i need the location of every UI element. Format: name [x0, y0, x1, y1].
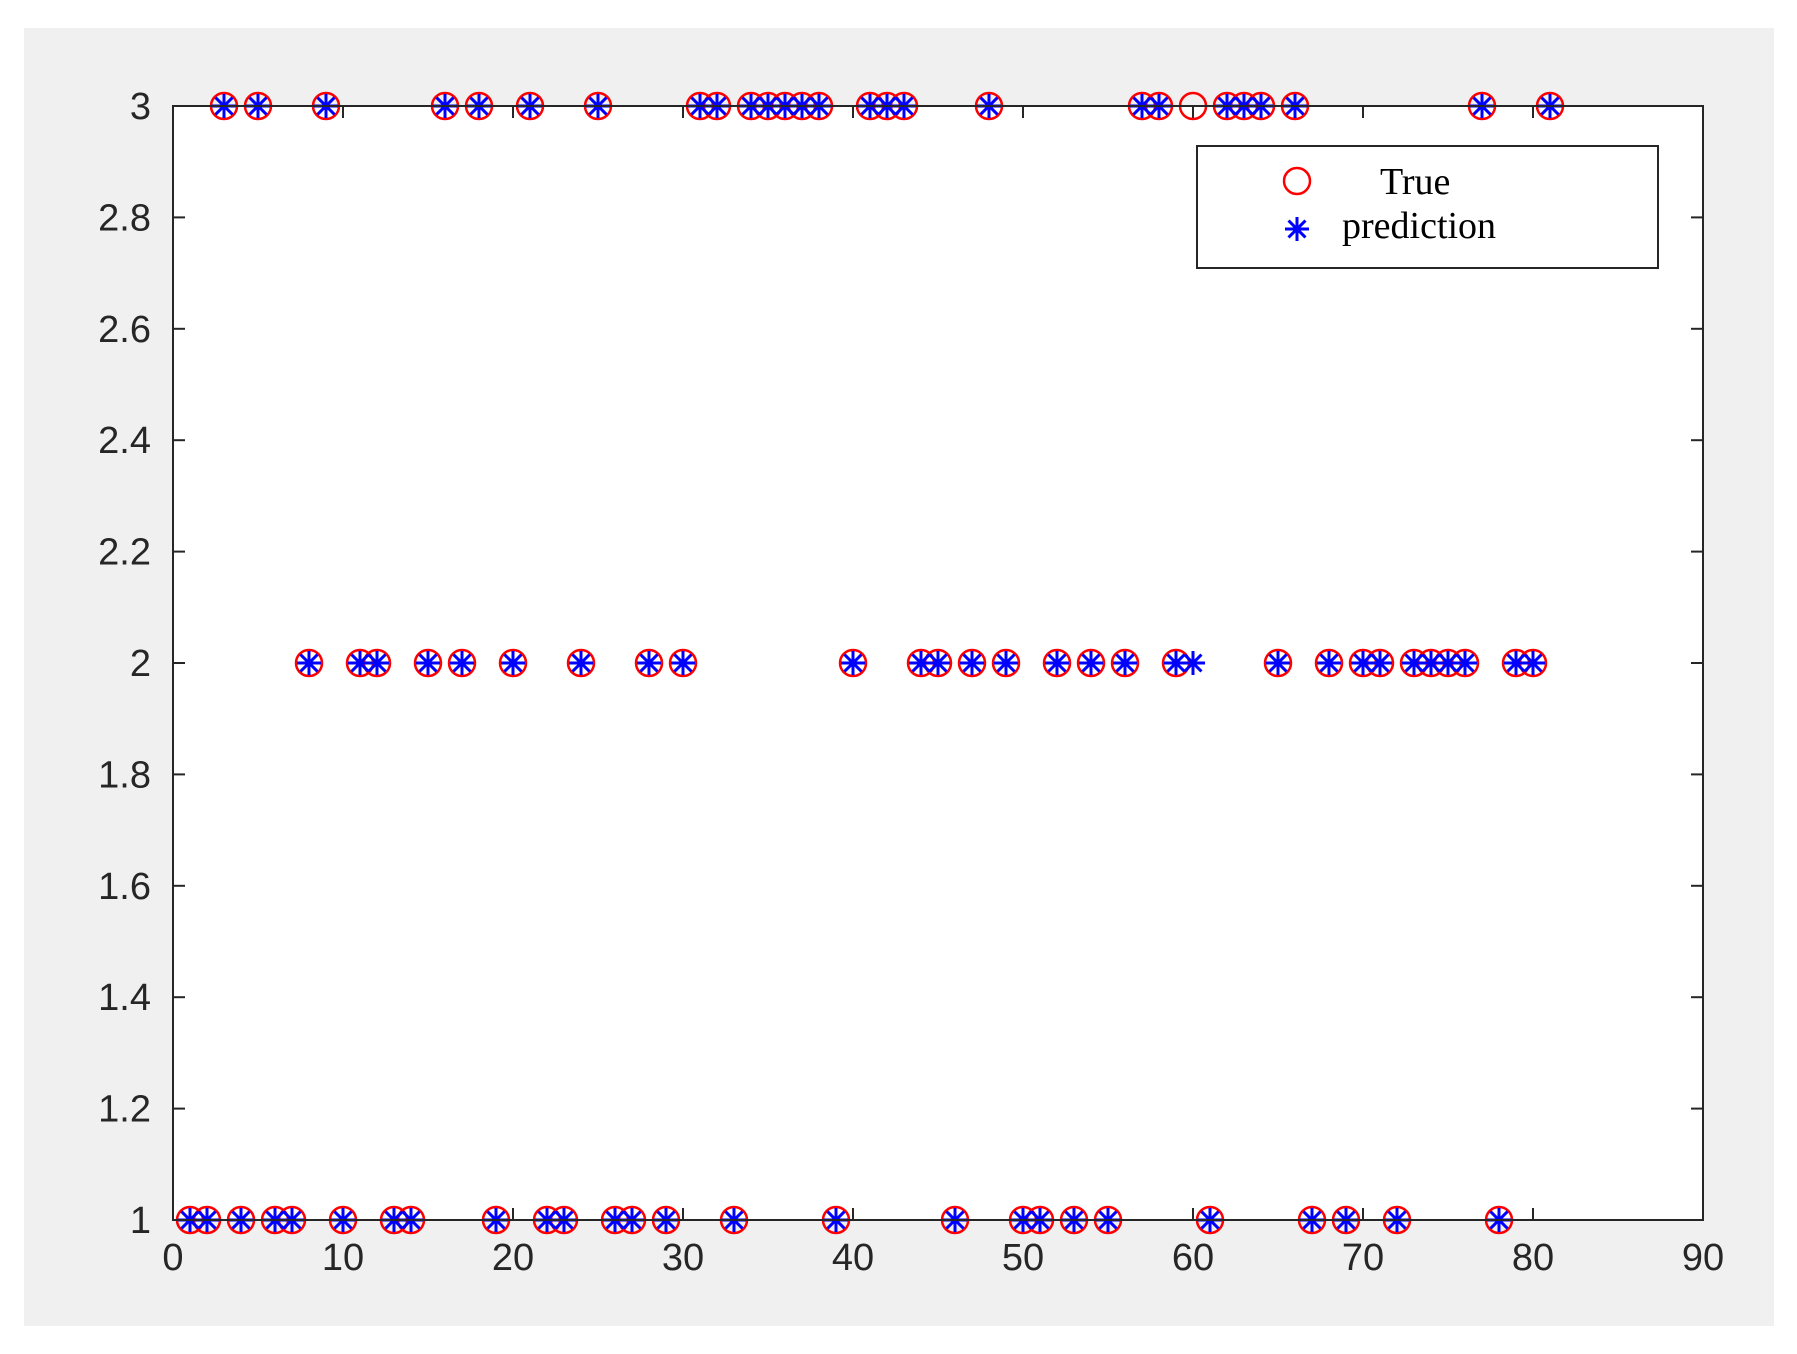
x-tick-label: 20 — [492, 1237, 534, 1279]
true-point — [294, 648, 324, 678]
figure-panel: 0 10 20 30 40 50 60 70 80 90 1 1.2 1.4 1.6 1.8 2 2.2 2.4 2… — [24, 28, 1774, 1326]
legend-prediction-marker — [1285, 217, 1309, 241]
prediction-point — [960, 651, 984, 675]
prediction-point — [348, 651, 372, 675]
prediction-point — [501, 651, 525, 675]
y-tick-label: 3 — [130, 86, 151, 128]
true-point — [1042, 648, 1072, 678]
tick-labels-layer: 0 10 20 30 40 50 60 70 80 90 1 1.2 1.4 1.6 1.8 2 2.2 2.4 2… — [98, 86, 1724, 1279]
true-point — [991, 648, 1021, 678]
x-tick-label: 0 — [162, 1237, 183, 1279]
prediction-point — [569, 651, 593, 675]
y-tick-label: 1.8 — [98, 754, 151, 796]
prediction-point — [1079, 651, 1103, 675]
legend-box — [1196, 145, 1659, 269]
true-point — [413, 648, 443, 678]
prediction-point — [926, 651, 950, 675]
x-tick-label: 80 — [1512, 1237, 1554, 1279]
legend: True prediction — [1196, 145, 1659, 269]
prediction-point — [1504, 651, 1528, 675]
y-tick-label: 1.4 — [98, 977, 151, 1019]
prediction-point — [1266, 651, 1290, 675]
prediction-point — [1368, 651, 1392, 675]
true-point — [498, 648, 528, 678]
prediction-point — [1521, 651, 1545, 675]
prediction-point — [637, 651, 661, 675]
prediction-point — [365, 651, 389, 675]
plot-border — [172, 105, 1704, 1221]
true-point — [1076, 648, 1106, 678]
prediction-point — [450, 651, 474, 675]
prediction-point — [1317, 651, 1341, 675]
true-point — [957, 648, 987, 678]
x-tick-label: 60 — [1172, 1237, 1214, 1279]
y-tick-label: 2.4 — [98, 420, 151, 462]
true-point — [566, 648, 596, 678]
y-tick-label: 2.8 — [98, 197, 151, 239]
true-point — [838, 648, 868, 678]
prediction-point — [1045, 651, 1069, 675]
prediction-point — [1113, 651, 1137, 675]
prediction-point — [994, 651, 1018, 675]
true-point — [447, 648, 477, 678]
x-tick-label: 30 — [662, 1237, 704, 1279]
prediction-point — [1419, 651, 1443, 675]
y-tick-label: 2.2 — [98, 532, 151, 574]
x-tick-label: 70 — [1342, 1237, 1384, 1279]
prediction-point — [1181, 651, 1205, 675]
y-tick-label: 2.6 — [98, 309, 151, 351]
y-tick-label: 1.6 — [98, 866, 151, 908]
prediction-point — [671, 651, 695, 675]
true-point — [1110, 648, 1140, 678]
legend-prediction-label: prediction — [1342, 205, 1496, 247]
x-tick-label: 40 — [832, 1237, 874, 1279]
legend-prediction-asterisk — [1285, 217, 1309, 241]
prediction-point — [297, 651, 321, 675]
prediction-point — [1453, 651, 1477, 675]
y-tick-label: 2 — [130, 643, 151, 685]
true-point — [1314, 648, 1344, 678]
legend-true-label: True — [1380, 161, 1450, 203]
prediction-point — [841, 651, 865, 675]
y-tick-label: 1.2 — [98, 1089, 151, 1131]
x-tick-label: 10 — [322, 1237, 364, 1279]
x-tick-label: 90 — [1682, 1237, 1724, 1279]
y-tick-label: 1 — [130, 1200, 151, 1242]
prediction-point — [1351, 651, 1375, 675]
legend-true-marker — [1282, 166, 1312, 196]
scatter-chart: 0 10 20 30 40 50 60 70 80 90 1 1.2 1.4 1.6 1.8 2 2.2 2.4 2… — [98, 86, 1724, 1279]
true-point — [668, 648, 698, 678]
true-point — [634, 648, 664, 678]
prediction-point — [416, 651, 440, 675]
true-point — [1263, 648, 1293, 678]
x-tick-label: 50 — [1002, 1237, 1044, 1279]
